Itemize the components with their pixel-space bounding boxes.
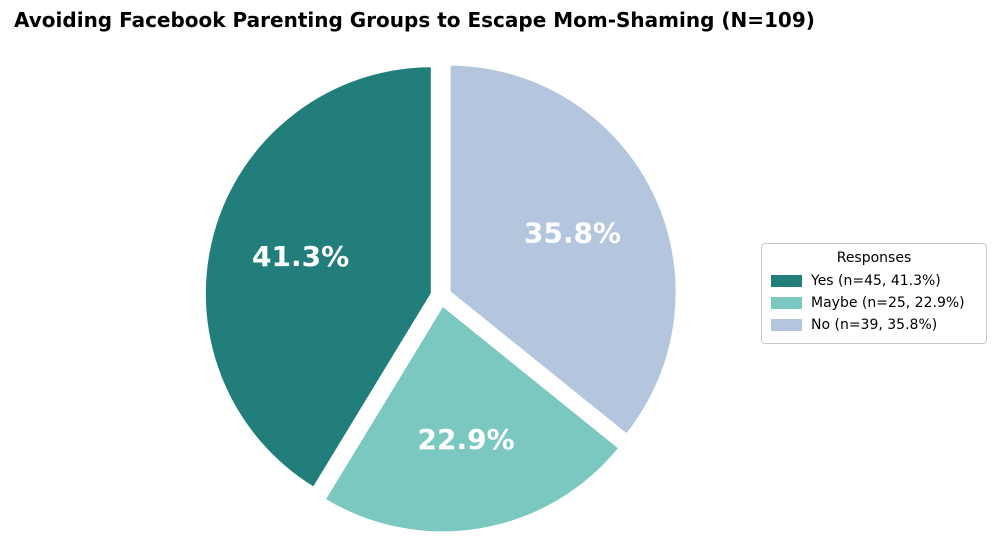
- legend-swatch-maybe: [771, 297, 802, 309]
- legend-swatch-no: [771, 319, 802, 331]
- legend-item-no: No (n=39, 35.8%): [771, 314, 977, 336]
- legend-label-maybe: Maybe (n=25, 22.9%): [811, 295, 965, 311]
- pie-slice-yes: [202, 64, 434, 490]
- pie-slice-no: [447, 62, 679, 437]
- slice-pct-label-maybe: 22.9%: [418, 423, 515, 456]
- legend-item-maybe: Maybe (n=25, 22.9%): [771, 292, 977, 314]
- legend: Responses Yes (n=45, 41.3%) Maybe (n=25,…: [761, 243, 987, 344]
- legend-label-yes: Yes (n=45, 41.3%): [811, 273, 941, 289]
- legend-label-no: No (n=39, 35.8%): [811, 317, 938, 333]
- slice-pct-label-no: 35.8%: [524, 217, 621, 250]
- legend-title: Responses: [836, 250, 912, 266]
- legend-swatch-yes: [771, 275, 802, 287]
- chart-title: Avoiding Facebook Parenting Groups to Es…: [14, 8, 815, 32]
- legend-item-yes: Yes (n=45, 41.3%): [771, 270, 977, 292]
- pie-slice-maybe: [322, 303, 622, 535]
- slice-pct-label-yes: 41.3%: [252, 240, 349, 273]
